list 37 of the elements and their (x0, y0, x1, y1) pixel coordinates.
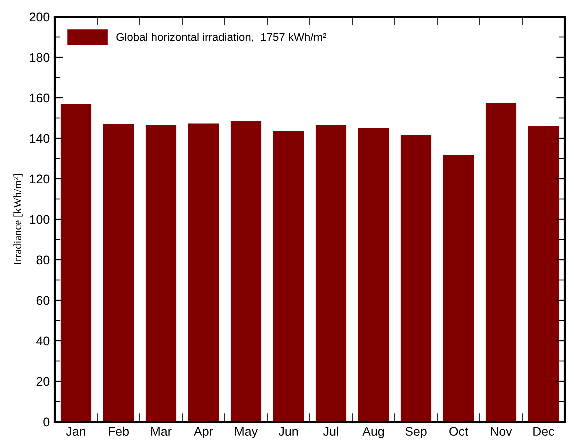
x-tick-label: Apr (194, 427, 214, 439)
bar (358, 128, 390, 422)
x-tick-label: May (235, 427, 258, 439)
bar (60, 104, 92, 422)
x-tick-label: Nov (491, 427, 512, 436)
bar (443, 155, 474, 422)
x-tick-label: Sep (406, 427, 427, 439)
y-tick-label: 60 (36, 296, 50, 306)
x-tick-label: Jun (278, 427, 298, 436)
y-axis-title: Irradiance [kWh/m²] (14, 174, 23, 266)
y-tick-label: 100 (30, 215, 50, 224)
y-tick-label: 180 (30, 53, 50, 62)
bar (400, 135, 432, 422)
x-tick-label: Mar (152, 427, 172, 436)
bar (146, 125, 177, 422)
bar (528, 126, 560, 422)
x-tick-label: Jan (66, 427, 86, 436)
x-tick-label: Aug (362, 427, 384, 439)
bar (230, 121, 262, 422)
y-tick-label: 160 (30, 94, 50, 103)
y-tick-label: 0 (44, 418, 50, 427)
x-tick-label: Jul (323, 426, 338, 436)
bar (316, 125, 347, 422)
bar (486, 103, 517, 422)
y-tick-label: 120 (30, 174, 50, 184)
x-tick-label: Feb (109, 426, 129, 436)
x-tick-label: Oct (450, 427, 468, 436)
bar (188, 124, 220, 422)
y-tick-label: 200 (30, 12, 50, 22)
legend-label: Global horizontal irradiation, 1757 kWh/m² (116, 33, 326, 43)
bar (273, 131, 304, 422)
x-tick-label: Dec (534, 427, 555, 436)
y-tick-label: 80 (36, 256, 50, 265)
y-tick-label: 40 (36, 336, 50, 346)
bar (103, 124, 134, 422)
y-tick-label: 140 (30, 134, 50, 144)
y-tick-label: 20 (36, 377, 50, 386)
